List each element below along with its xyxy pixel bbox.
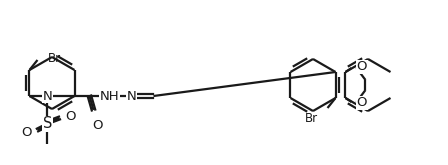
- Text: O: O: [21, 126, 31, 138]
- Text: O: O: [92, 119, 103, 132]
- Text: Br: Br: [304, 112, 318, 125]
- Text: NH: NH: [99, 89, 119, 102]
- Text: Br: Br: [47, 51, 60, 65]
- Text: N: N: [127, 89, 136, 102]
- Text: N: N: [43, 89, 52, 102]
- Text: O: O: [357, 61, 367, 73]
- Text: O: O: [357, 97, 367, 110]
- Text: S: S: [43, 116, 52, 132]
- Text: O: O: [65, 110, 76, 122]
